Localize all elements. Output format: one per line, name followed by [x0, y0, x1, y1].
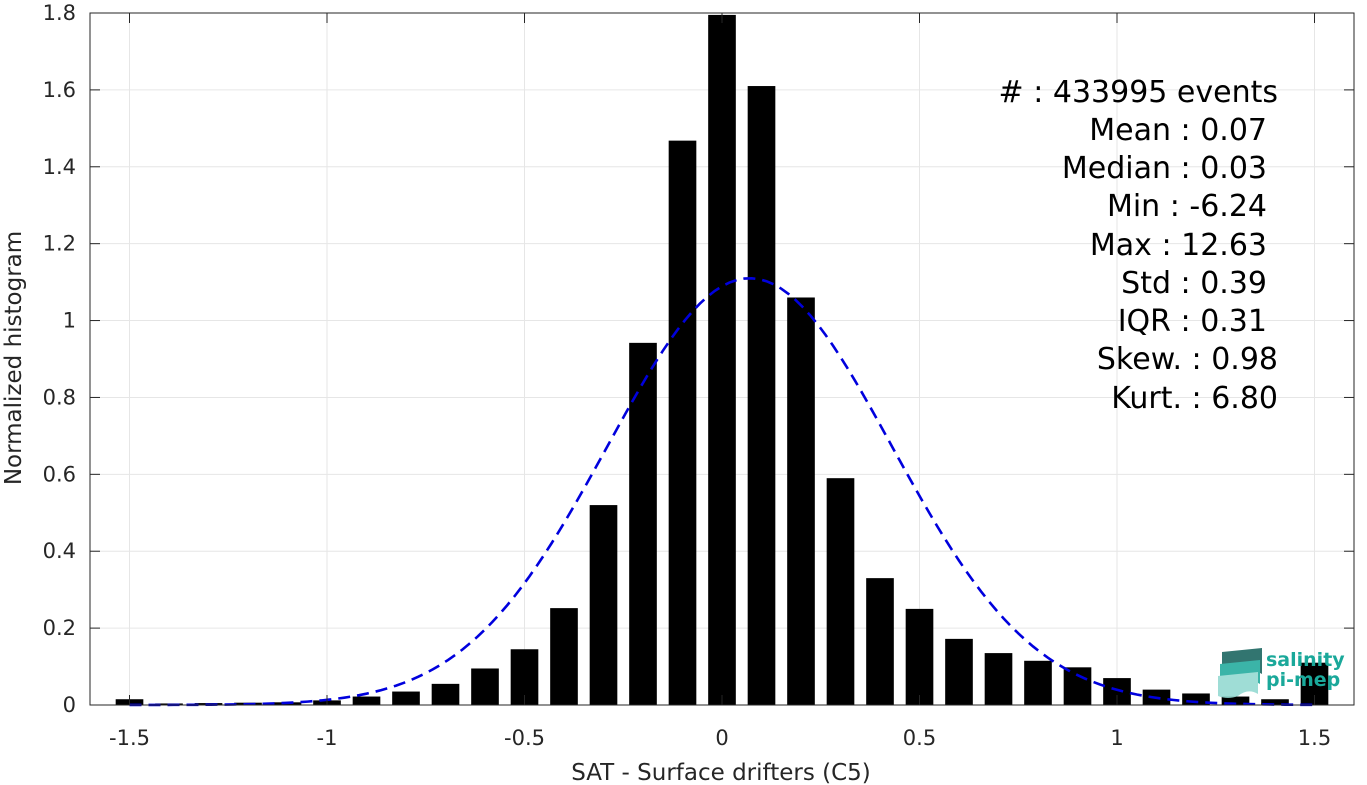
stat-kurt: Kurt. : 6.80 [1111, 381, 1278, 416]
y-tick-label: 0.4 [43, 539, 76, 563]
histogram-bar [668, 140, 697, 705]
stat-std: Std : 0.39 [1121, 266, 1267, 301]
histogram-bar [1221, 696, 1250, 705]
x-tick-label: -1.5 [109, 726, 150, 750]
y-tick-label: 1.6 [43, 78, 76, 102]
logo-line-2: pi-mep [1266, 669, 1340, 691]
histogram-bar [392, 691, 420, 705]
y-axis-label: Normalized histogram [1, 231, 27, 485]
x-tick-label: 0 [715, 726, 728, 750]
histogram-bar [984, 653, 1013, 705]
histogram-bar [589, 505, 618, 705]
x-tick-label: 1 [1110, 726, 1123, 750]
x-tick-label: -0.5 [504, 726, 545, 750]
y-tick-label: 1.4 [43, 155, 76, 179]
histogram-bar [708, 14, 736, 705]
histogram-bar [550, 608, 578, 705]
histogram-bar [629, 342, 657, 705]
x-tick-label: 1.5 [1298, 726, 1331, 750]
stats-box: # : 433995 events Mean : 0.07 Median : 0… [999, 75, 1278, 416]
histogram-bar [905, 608, 934, 705]
histogram-bar [945, 638, 973, 705]
x-tick-label: -1 [317, 726, 338, 750]
y-tick-label: 0.8 [43, 385, 76, 409]
salinity-pimep-logo: salinity pi-mep [1218, 648, 1345, 698]
stat-median: Median : 0.03 [1062, 151, 1267, 186]
stat-iqr: IQR : 0.31 [1118, 304, 1267, 339]
x-tick-labels: -1.5 -1 -0.5 0 0.5 1 1.5 [109, 726, 1331, 750]
histogram-bar [1063, 667, 1092, 705]
x-axis-label: SAT - Surface drifters (C5) [571, 760, 871, 785]
y-tick-labels: 0 0.2 0.4 0.6 0.8 1 1.2 1.4 1.6 1.8 [43, 1, 76, 717]
y-tick-label: 1.8 [43, 1, 76, 25]
histogram-bar [1261, 699, 1289, 705]
y-tick-label: 0 [63, 693, 76, 717]
histogram-bar [866, 578, 894, 705]
logo-line-1: salinity [1266, 649, 1345, 671]
y-tick-label: 0.2 [43, 616, 76, 640]
stat-skew: Skew. : 0.98 [1097, 342, 1278, 377]
y-tick-label: 1.2 [43, 232, 76, 256]
y-tick-label: 0.6 [43, 462, 76, 486]
stat-max: Max : 12.63 [1090, 228, 1267, 263]
x-tick-label: 0.5 [903, 726, 936, 750]
histogram-bar [1182, 693, 1210, 705]
stat-min: Min : -6.24 [1107, 189, 1267, 224]
stat-mean: Mean : 0.07 [1089, 113, 1267, 148]
stat-events: # : 433995 events [999, 75, 1278, 110]
axis-ticks [90, 12, 1354, 706]
histogram-bar [826, 478, 855, 705]
histogram-bar [352, 696, 381, 705]
histogram-bar [787, 297, 815, 705]
y-tick-label: 1 [63, 309, 76, 333]
wave-layers-icon [1218, 648, 1262, 698]
histogram-bar [431, 683, 460, 705]
histogram-bar [1024, 660, 1052, 705]
histogram-bars [115, 14, 1329, 706]
histogram-bar [747, 86, 776, 706]
histogram-bar [471, 668, 499, 705]
